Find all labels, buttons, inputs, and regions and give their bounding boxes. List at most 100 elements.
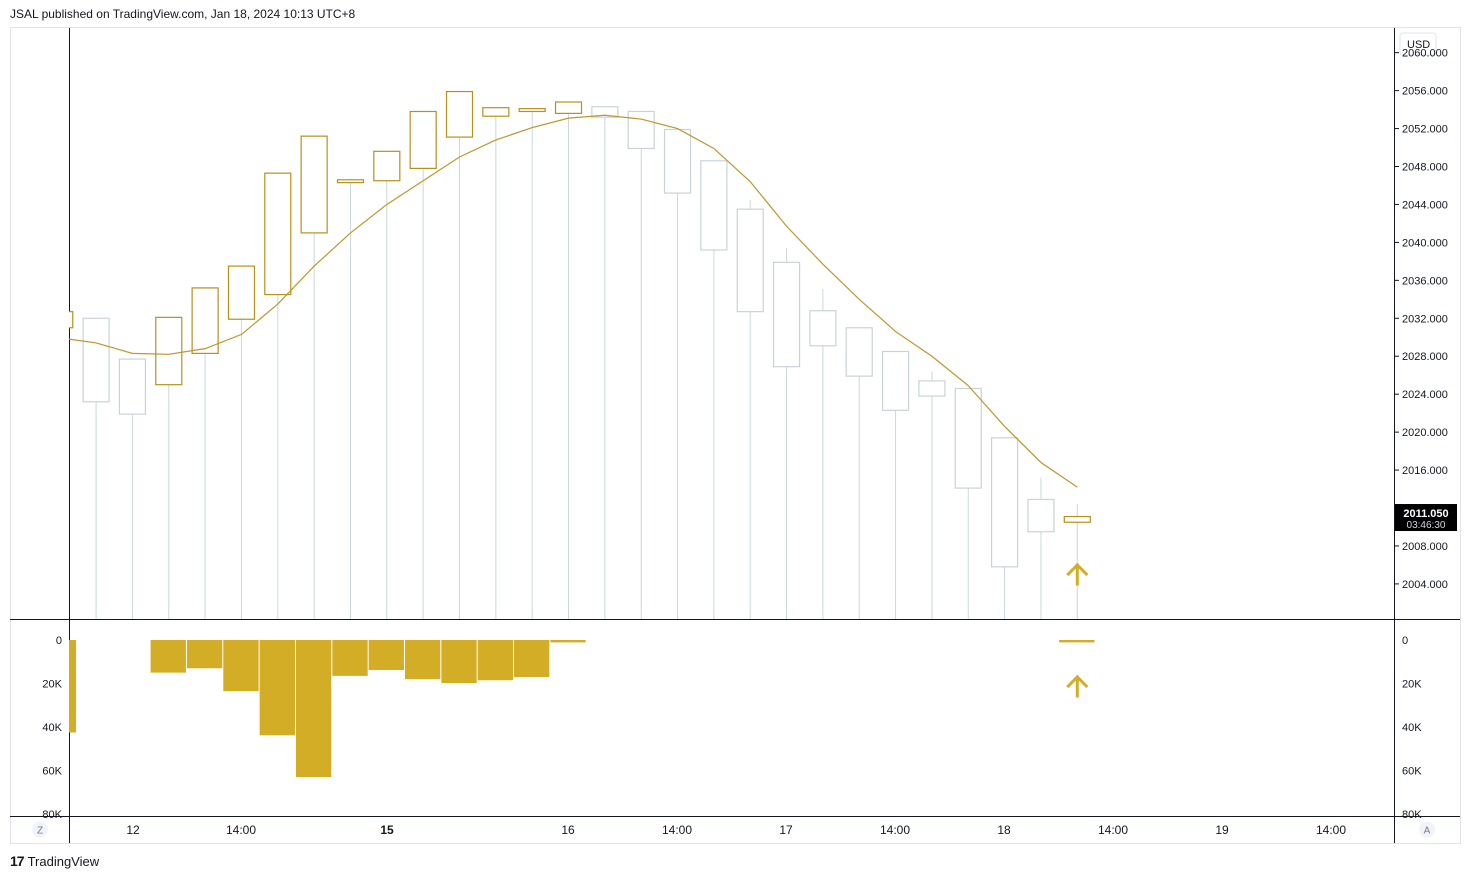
time-axis: 12 14:00 15 16 14:00 17 14:00 18 14:00 19 14:00 [126,823,1346,837]
volume-bar [69,640,76,733]
price-tick-label: 2060.000 [1402,48,1448,60]
candle-body [482,107,510,117]
volume-tick-label-left: 40K [42,722,62,734]
candle-body [373,150,401,182]
candle-body [445,90,474,138]
candle-body [736,208,764,313]
candle-body [336,179,365,184]
price-tick-label: 2052.000 [1402,124,1448,136]
bar-countdown: 03:46:30 [1407,520,1446,531]
chart-frame [10,27,1461,844]
volume-bar [514,640,550,677]
candle-body [918,380,946,397]
candle-body [409,110,437,169]
price-tick-label: 2024.000 [1402,389,1448,401]
candle-body [155,316,183,386]
candle-body [809,310,837,347]
volume-tick-label-right: 40K [1402,722,1422,734]
price-tick-label: 2016.000 [1402,465,1448,477]
price-tick-label: 2056.000 [1402,86,1448,98]
price-tick-label: 2048.000 [1402,162,1448,174]
volume-axis: 0 0 20K 20K 40K 40K 60K 60K 80K 80K [42,635,1422,821]
volume-bar [1059,640,1095,643]
volume-tick-label-right: 60K [1402,766,1422,778]
left-button-circle[interactable] [32,821,48,838]
candle-body [191,287,219,354]
candle-body [591,106,619,118]
moving-average-line [68,114,1078,488]
currency-label: USD [1407,39,1430,51]
volume-bar [550,640,586,643]
arrow-up-icon [1066,562,1089,586]
candle-body [772,261,801,368]
candle-body [69,311,74,329]
time-axis-label: 19 [1215,823,1229,837]
signal-markers [1066,562,1089,698]
time-axis-right-button[interactable]: A [1419,821,1435,838]
right-button-label[interactable]: A [1424,826,1431,837]
volume-tick-label-left: 60K [42,766,62,778]
candle-body [663,128,692,194]
volume-bar [259,640,295,736]
volume-bar [186,640,223,669]
volume-bar [441,640,477,684]
price-tick-label: 2008.000 [1402,541,1448,553]
volume-bar [223,640,259,692]
candle-body [554,101,583,114]
candle-body [1027,498,1055,533]
footer-brand[interactable]: 17 TradingView [10,853,99,869]
last-price-tag-bg [1395,504,1457,532]
time-axis-label: 14:00 [1316,823,1346,837]
candles-layer [69,90,1091,619]
price-tick-label: 2004.000 [1402,579,1448,591]
time-axis-label: 16 [561,823,575,837]
volume-bar [477,640,514,681]
tradingview-logo-icon: 17 [10,853,25,869]
volume-tick-label-right: 20K [1402,679,1422,691]
candle-body [118,358,147,415]
volume-bar [368,640,404,671]
volume-bar [332,640,368,676]
published-caption: JSAL published on TradingView.com, Jan 1… [10,7,356,21]
candle-body [227,265,256,320]
volume-bar [404,640,441,680]
candle-body [881,350,910,411]
brand-name: TradingView [27,853,100,869]
time-axis-label: 17 [779,823,793,837]
price-tick-label: 2044.000 [1402,199,1448,211]
candle-body [845,327,873,377]
candle-body [82,317,110,403]
volume-tick-label-right: 80K [1402,809,1422,821]
right-button-circle[interactable] [1419,821,1435,838]
time-axis-label: 15 [380,823,394,837]
price-tick-label: 2028.000 [1402,351,1448,363]
candle-body [300,135,328,234]
candle-body [627,110,655,150]
currency-box[interactable] [1399,32,1437,56]
time-axis-label: 14:00 [226,823,256,837]
volume-bar [295,640,332,778]
candle-body [264,172,292,296]
time-axis-label: 12 [126,823,140,837]
price-tick-label: 2032.000 [1402,313,1448,325]
candle-body [990,437,1019,568]
price-tick-label: 2036.000 [1402,275,1448,287]
candle-body [518,108,546,113]
time-axis-label: 18 [997,823,1011,837]
time-axis-left-button[interactable]: Z [32,821,48,838]
left-button-label[interactable]: Z [37,826,43,837]
candle-body [1063,515,1091,523]
price-tick-label: 2020.000 [1402,427,1448,439]
time-axis-label: 14:00 [1098,823,1128,837]
arrow-up-icon [1066,674,1089,698]
time-axis-label: 14:00 [880,823,910,837]
volume-tick-label-left: 0 [56,635,62,647]
volume-bar [150,640,186,673]
volume-tick-label-right: 0 [1402,635,1408,647]
last-price-value: 2011.050 [1403,508,1448,520]
candle-body [700,160,728,251]
candle-body [954,387,982,489]
last-price-tag: 2011.050 03:46:30 [1395,504,1457,532]
volume-bars-layer [69,640,1095,778]
